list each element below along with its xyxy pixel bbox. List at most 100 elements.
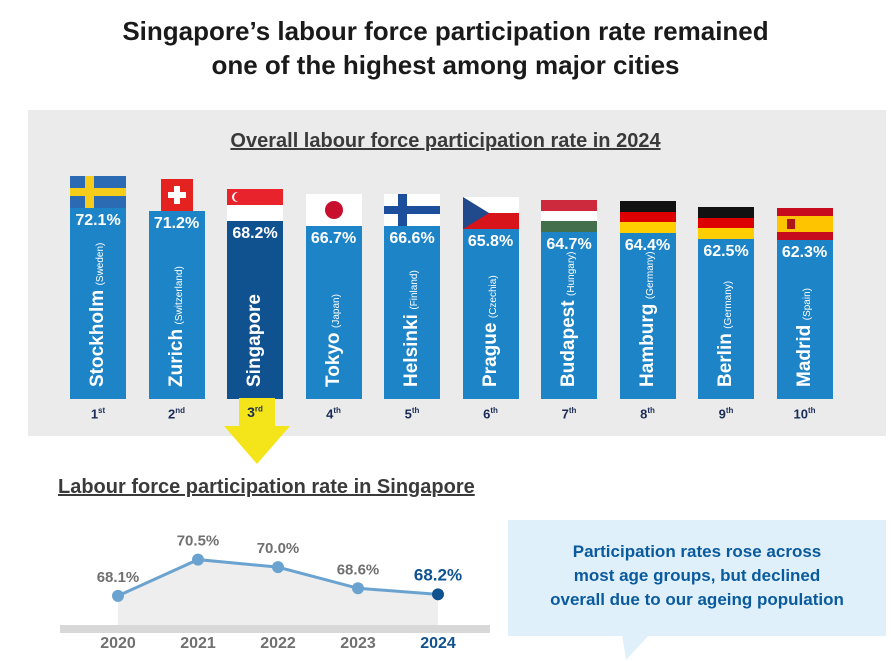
rank-number: 4	[326, 406, 334, 422]
x-tick-label: 2024	[420, 635, 456, 652]
city-name: Stockholm	[87, 289, 108, 387]
rank-suffix: th	[725, 406, 734, 415]
bar-berlin: 62.5% Berlin (Germany)	[698, 239, 754, 399]
spain-flag-icon	[776, 208, 833, 240]
bar-value-label: 68.2%	[232, 224, 278, 242]
line-area	[118, 559, 438, 625]
x-tick-label: 2023	[340, 635, 376, 652]
city-name: Singapore	[244, 294, 265, 387]
rank-number: 2	[167, 406, 176, 422]
rank-number: 3	[247, 404, 255, 420]
x-tick-label: 2020	[100, 635, 136, 652]
x-axis-band	[60, 625, 490, 633]
rank-number: 6	[483, 406, 491, 422]
title-line-1: Singapore’s labour force participation r…	[122, 16, 769, 46]
country-name: (Finland)	[409, 270, 420, 310]
bar-value-label: 65.8%	[467, 232, 514, 250]
bar-city-label: Budapest (Hungary)	[558, 251, 580, 387]
rank-label: 7th	[541, 406, 597, 421]
bar-madrid: 62.3% Madrid (Spain)	[776, 240, 833, 399]
bar-city-label: Madrid (Spain)	[794, 288, 816, 387]
bar-chart-title: Overall labour force participation rate …	[230, 130, 661, 152]
data-label: 68.1%	[97, 569, 140, 586]
bar-hamburg: 64.4% Hamburg (Germany)	[619, 233, 676, 399]
bar-prague: 65.8% Prague (Czechia)	[462, 228, 519, 399]
data-point	[192, 553, 204, 566]
rank-suffix: th	[490, 406, 498, 415]
rank-suffix: th	[807, 406, 816, 415]
city-name: Zurich	[165, 328, 187, 387]
line-chart-title: Labour force participation rate in Singa…	[58, 476, 475, 498]
callout-box: Participation rates rose across most age…	[508, 520, 886, 636]
bar-zurich: 71.2% Zurich (Switzerland)	[148, 210, 205, 399]
bar-city-label: Singapore	[244, 294, 266, 387]
country-name: (Sweden)	[95, 242, 106, 286]
bar-stockholm: 72.1% Stockholm (Sweden)	[70, 208, 126, 399]
bar-value-label: 71.2%	[153, 214, 200, 232]
czechia-flag-icon	[462, 196, 519, 229]
finland-flag-icon	[384, 193, 440, 226]
rank-number: 7	[561, 406, 569, 422]
bar-tokyo: 66.7% Tokyo (Japan)	[305, 225, 362, 399]
title-line-2: one of the highest among major cities	[211, 50, 680, 80]
bar-value-label: 66.6%	[389, 229, 435, 247]
bar-value-label: 64.4%	[624, 237, 671, 255]
rank-label: 8th	[620, 406, 676, 421]
rank-suffix: th	[333, 406, 341, 415]
city-name: Prague	[479, 322, 501, 387]
japan-flag-icon	[305, 193, 362, 226]
rank-suffix: th	[647, 406, 655, 415]
rank-suffix: nd	[175, 406, 185, 415]
rank-suffix: th	[568, 406, 577, 415]
city-name: Berlin	[715, 333, 736, 387]
x-tick-label: 2021	[180, 635, 216, 652]
rank-number: 9	[718, 406, 726, 422]
bar-city-label: Tokyo (Japan)	[323, 294, 345, 387]
data-point	[432, 588, 444, 601]
callout-line-1: Participation rates rose across	[572, 542, 822, 561]
switzerland-flag-icon	[160, 178, 193, 211]
rank-number: 5	[404, 406, 412, 422]
rank-label: 5th	[384, 406, 440, 421]
hungary-flag-icon	[541, 200, 597, 233]
rank-label: 3rd	[227, 404, 283, 420]
rank-number: 10	[793, 406, 808, 422]
bar-budapest: 64.7% Budapest (Hungary)	[541, 232, 597, 399]
bar-value-label: 66.7%	[310, 229, 357, 247]
city-name: Madrid	[793, 324, 815, 387]
bar-city-label: Zurich (Switzerland)	[166, 266, 188, 387]
rank-number: 1	[90, 406, 99, 422]
rank-label: 2nd	[149, 406, 205, 421]
sweden-flag-icon	[70, 176, 126, 208]
bar-singapore: 68.2% Singapore	[227, 220, 283, 399]
data-point	[272, 561, 284, 574]
rank-label: 9th	[698, 406, 754, 421]
bar-city-label: Prague (Czechia)	[480, 275, 502, 387]
bar-helsinki: 66.6% Helsinki (Finland)	[384, 225, 440, 399]
germany-flag-icon	[698, 207, 754, 240]
data-point	[352, 582, 364, 595]
bar-value-label: 62.5%	[703, 243, 749, 261]
rank-suffix: rd	[254, 404, 263, 414]
bar-city-label: Berlin (Germany)	[715, 281, 737, 387]
down-arrow-icon	[224, 398, 290, 464]
line-chart: 68.1% 2020 70.5% 2021 70.0% 2022 68.6% 2023 68.2…	[60, 533, 490, 652]
country-name: (Japan)	[330, 294, 342, 328]
germany-flag-icon	[619, 201, 676, 234]
data-label: 70.0%	[257, 540, 300, 557]
bar-value-label: 72.1%	[75, 212, 121, 229]
x-tick-label: 2022	[260, 635, 296, 652]
bar-city-label: Hamburg (Germany)	[637, 251, 659, 387]
rank-label: 6th	[463, 406, 519, 421]
bar-value-label: 64.7%	[546, 236, 592, 254]
country-name: (Spain)	[801, 288, 813, 321]
bar-city-label: Helsinki (Finland)	[401, 270, 423, 387]
bar-city-label: Stockholm (Sweden)	[87, 243, 109, 387]
callout-line-3: overall due to our ageing population	[550, 590, 844, 609]
city-name: Tokyo	[322, 332, 344, 387]
data-label: 68.6%	[337, 561, 380, 578]
city-name: Budapest	[558, 300, 579, 387]
rank-suffix: th	[411, 406, 420, 415]
page-title: Singapore’s labour force participation r…	[0, 14, 891, 82]
country-name: (Switzerland)	[173, 266, 185, 325]
